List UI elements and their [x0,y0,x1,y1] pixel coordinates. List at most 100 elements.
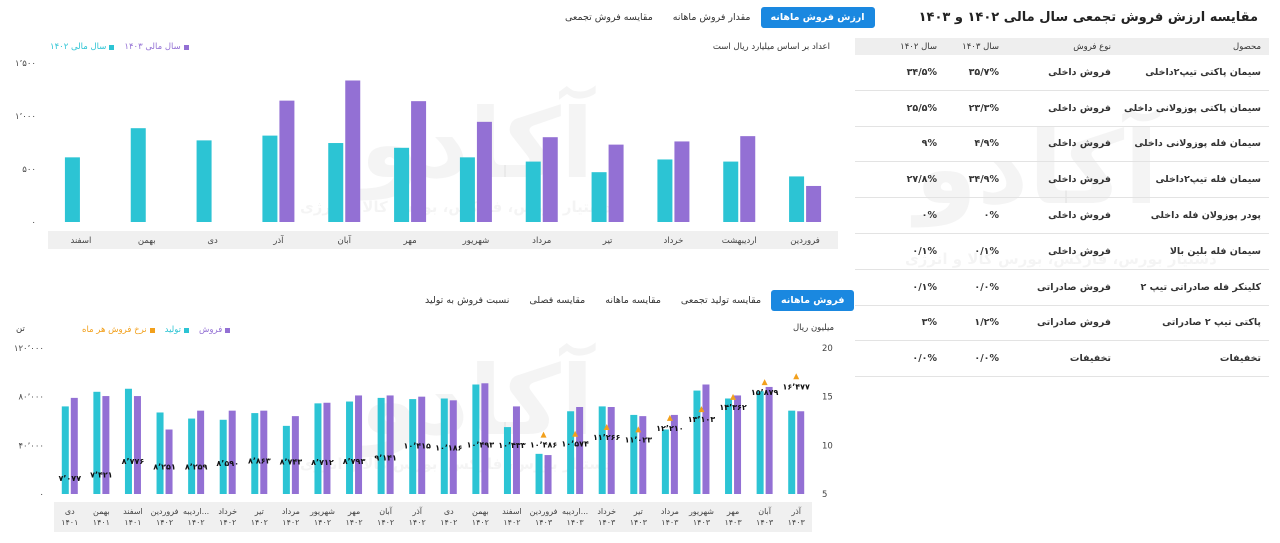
x-tick-label-month: مهر [347,507,360,516]
bar-1402 [723,161,739,222]
bar-production [535,453,543,494]
cell-year-1402: ۰/۰% [912,353,937,365]
rate-value-label: ۱۰٬۴۸۶ [530,441,558,450]
x-tick-label-month: خرداد [218,507,237,516]
x-tick-label: مهر [402,236,416,246]
bar-1402 [196,140,212,222]
x-tick-label-month: آبان [379,506,393,516]
bar-1402 [394,147,410,222]
tab-monthly-sales-value[interactable]: ارزش فروش ماهانه [760,7,875,28]
x-tick-label-month: آذر [411,506,422,516]
x-tick-label-month: شهریور [309,507,335,516]
bar-sales [102,396,110,494]
x-tick-label-month: شهریور [688,507,714,516]
x-tick-label: دی [207,236,218,246]
rate-value-label: ۱۰٬۴۳۳ [498,441,526,450]
bar-sales [797,411,805,494]
bottom-tabs: فروش ماهانه مقایسه تولید تجمعی مقایسه ما… [415,290,855,311]
x-tick-label-year: ۱۴۰۲ [440,518,457,527]
cell-product: سیمان فله تیپ۲داخلی [1155,174,1261,186]
bar-1403 [476,121,492,222]
x-tick-label: اسفند [71,236,92,246]
cell-sale-type: فروش صادراتی [1037,281,1111,293]
monthly-sales-production-chart: ۰ ۴۰٬۰۰۰ ۸۰٬۰۰۰ ۱۲۰٬۰۰۰ 5 10 15 20 ۷٬۰۷۷ دی ۱۴۰۱ ۷٬… [14,344,833,532]
tab-sales-to-production-ratio[interactable]: نسبت فروش به تولید [425,295,510,306]
bar-1403 [608,144,624,222]
left-y-tick-label: ۰ [39,490,44,500]
bar-1403 [674,141,690,222]
cell-sale-type: تخفیفات [1069,353,1111,365]
x-tick-label-year: ۱۴۰۲ [409,518,426,527]
bar-production [251,413,259,494]
x-tick-label: آبان [337,234,351,246]
cell-sale-type: فروش داخلی [1048,102,1111,114]
x-tick-label-year: ۱۴۰۲ [377,518,394,527]
tab-monthly-sales-quantity[interactable]: مقدار فروش ماهانه [672,12,751,23]
legend-item-sales[interactable]: فروش [199,325,231,335]
cell-sale-type: فروش داخلی [1048,174,1111,186]
x-tick-label: فروردین [790,236,820,246]
x-tick-label-year: ۱۴۰۲ [251,518,268,527]
bar-1403 [806,185,822,222]
rate-value-label: ۱۲٬۲۱۰ [656,424,683,433]
cell-product: کلینکر فله صادراتی تیپ ۲ [1140,281,1261,293]
legend-label-1403: سال مالی ۱۴۰۳ [124,42,181,52]
x-tick-label-year: ۱۴۰۳ [567,518,585,527]
bar-1403 [279,100,295,222]
bar-production [693,390,701,494]
rate-value-label: ۸٬۵۹۰ [216,459,239,468]
rate-value-label: ۱۰٬۴۹۳ [467,441,495,450]
bar-production [440,398,448,494]
tab-seasonal-comparison[interactable]: مقایسه فصلی [529,295,586,306]
x-tick-label: بهمن [138,236,156,246]
tab-cumulative-production[interactable]: مقایسه تولید تجمعی [680,295,762,306]
y-tick-label: ۱٬۵۰۰ [15,59,36,69]
bar-sales [386,395,394,494]
legend-item-1403[interactable]: سال مالی ۱۴۰۳ [124,42,189,52]
x-axis-band [54,502,812,532]
rate-value-label: ۱۰٬۵۷۴ [561,440,589,449]
tab-monthly-comparison[interactable]: مقایسه ماهانه [605,295,661,306]
header-year-1402[interactable]: سال ۱۴۰۲ [900,41,937,52]
rate-marker [635,426,642,433]
x-tick-label-month: خرداد [597,507,616,516]
cell-year-1402: ۰% [921,210,937,222]
legend-item-production[interactable]: تولید [164,325,190,335]
rate-value-label: ۷٬۰۷۷ [59,474,82,483]
bar-sales [670,414,678,494]
x-tick-label: تیر [602,236,613,246]
rate-value-label: ۸٬۲۵۹ [185,462,208,471]
header-sale-type[interactable]: نوع فروش [1073,41,1111,52]
header-product[interactable]: محصول [1233,41,1261,52]
tab-monthly-sales[interactable]: فروش ماهانه [771,290,855,311]
legend-label-sales: فروش [199,325,223,335]
right-y-tick-label: 10 [822,441,833,451]
left-axis-unit: تن [16,324,25,334]
x-tick-label-year: ۱۴۰۳ [693,518,711,527]
cell-year-1402: ۹% [921,138,937,150]
bar-sales [165,429,173,494]
top-tabs: ارزش فروش ماهانه مقدار فروش ماهانه مقایس… [555,7,875,28]
rate-value-label: ۷٬۴۲۱ [90,470,113,479]
legend-label-production: تولید [164,325,182,335]
x-tick-label-year: ۱۴۰۳ [661,518,679,527]
cell-year-1403: ۳۴/۹% [968,174,999,186]
legend-swatch-sales [225,327,231,333]
bar-1403 [345,80,361,223]
x-tick-label-year: ۱۴۰۳ [630,518,648,527]
cell-product: تخفیفات [1219,353,1261,365]
bar-production [61,406,69,494]
table-row: پودر پوزولان فله داخلی فروش داخلی ۰% ۰% [855,198,1269,234]
x-tick-label-year: ۱۴۰۳ [598,518,616,527]
tab-cumulative-sales-comparison[interactable]: مقایسه فروش تجمعی [565,12,653,23]
x-tick-label-month: بهمن [93,507,110,516]
header-year-1403[interactable]: سال ۱۴۰۳ [962,41,999,52]
bar-sales [544,455,552,494]
x-tick-label: اردیبهشت [722,236,757,246]
legend-item-1402[interactable]: سال مالی ۱۴۰۲ [50,42,115,52]
legend-item-rate[interactable]: نرخ فروش هر ماه [82,325,155,335]
bar-1402 [328,143,344,222]
table-header-row: محصول نوع فروش سال ۱۴۰۳ سال ۱۴۰۲ [855,38,1269,55]
bar-sales [765,386,773,494]
cell-year-1403: ۰/۱% [974,245,999,257]
